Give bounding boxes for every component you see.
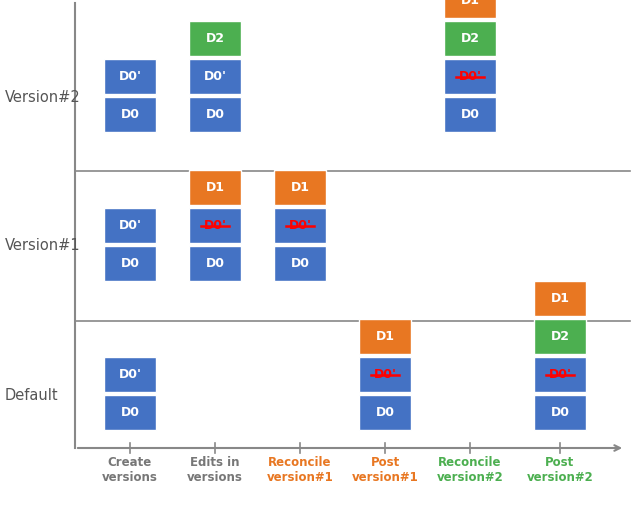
Text: D0': D0': [204, 219, 226, 232]
FancyBboxPatch shape: [359, 395, 411, 430]
Text: D0: D0: [205, 257, 224, 270]
Text: D0: D0: [205, 108, 224, 121]
FancyBboxPatch shape: [534, 281, 586, 316]
Text: D2: D2: [205, 32, 224, 45]
Text: D0: D0: [121, 108, 140, 121]
FancyBboxPatch shape: [444, 97, 496, 132]
Text: Version#1: Version#1: [5, 238, 81, 253]
Text: D1: D1: [291, 181, 310, 194]
Text: D0: D0: [550, 406, 569, 419]
FancyBboxPatch shape: [104, 59, 156, 94]
Text: Create
versions: Create versions: [102, 456, 158, 484]
Text: D0': D0': [374, 368, 396, 381]
Text: D2: D2: [550, 330, 569, 343]
Text: D0: D0: [291, 257, 310, 270]
FancyBboxPatch shape: [444, 59, 496, 94]
Text: D0': D0': [458, 70, 482, 83]
FancyBboxPatch shape: [534, 395, 586, 430]
FancyBboxPatch shape: [189, 246, 241, 281]
Text: D1: D1: [205, 181, 224, 194]
FancyBboxPatch shape: [444, 21, 496, 56]
Text: Edits in
versions: Edits in versions: [187, 456, 243, 484]
Text: Version#2: Version#2: [5, 89, 81, 105]
FancyBboxPatch shape: [274, 208, 326, 243]
FancyBboxPatch shape: [189, 208, 241, 243]
FancyBboxPatch shape: [104, 97, 156, 132]
Text: D0: D0: [121, 406, 140, 419]
FancyBboxPatch shape: [534, 357, 586, 392]
FancyBboxPatch shape: [189, 97, 241, 132]
Text: D0: D0: [121, 257, 140, 270]
Text: Reconcile
version#1: Reconcile version#1: [267, 456, 333, 484]
Text: D0': D0': [119, 70, 142, 83]
Text: D2: D2: [461, 32, 480, 45]
Text: Post
version#2: Post version#2: [526, 456, 593, 484]
FancyBboxPatch shape: [189, 21, 241, 56]
Text: Default: Default: [5, 388, 59, 402]
Text: D0: D0: [375, 406, 394, 419]
FancyBboxPatch shape: [189, 59, 241, 94]
Text: Reconcile
version#2: Reconcile version#2: [437, 456, 503, 484]
FancyBboxPatch shape: [444, 0, 496, 18]
FancyBboxPatch shape: [534, 319, 586, 354]
FancyBboxPatch shape: [189, 170, 241, 205]
FancyBboxPatch shape: [104, 395, 156, 430]
Text: Post
version#1: Post version#1: [351, 456, 418, 484]
Text: D1: D1: [550, 292, 569, 305]
Text: D0': D0': [119, 219, 142, 232]
FancyBboxPatch shape: [104, 246, 156, 281]
FancyBboxPatch shape: [359, 319, 411, 354]
Text: D1: D1: [375, 330, 394, 343]
FancyBboxPatch shape: [359, 357, 411, 392]
Text: D0': D0': [204, 70, 226, 83]
FancyBboxPatch shape: [104, 357, 156, 392]
Text: D1: D1: [461, 0, 480, 7]
FancyBboxPatch shape: [274, 170, 326, 205]
Text: D0': D0': [119, 368, 142, 381]
Text: D0': D0': [549, 368, 571, 381]
Text: D0: D0: [461, 108, 480, 121]
FancyBboxPatch shape: [104, 208, 156, 243]
FancyBboxPatch shape: [274, 246, 326, 281]
Text: D0': D0': [288, 219, 312, 232]
